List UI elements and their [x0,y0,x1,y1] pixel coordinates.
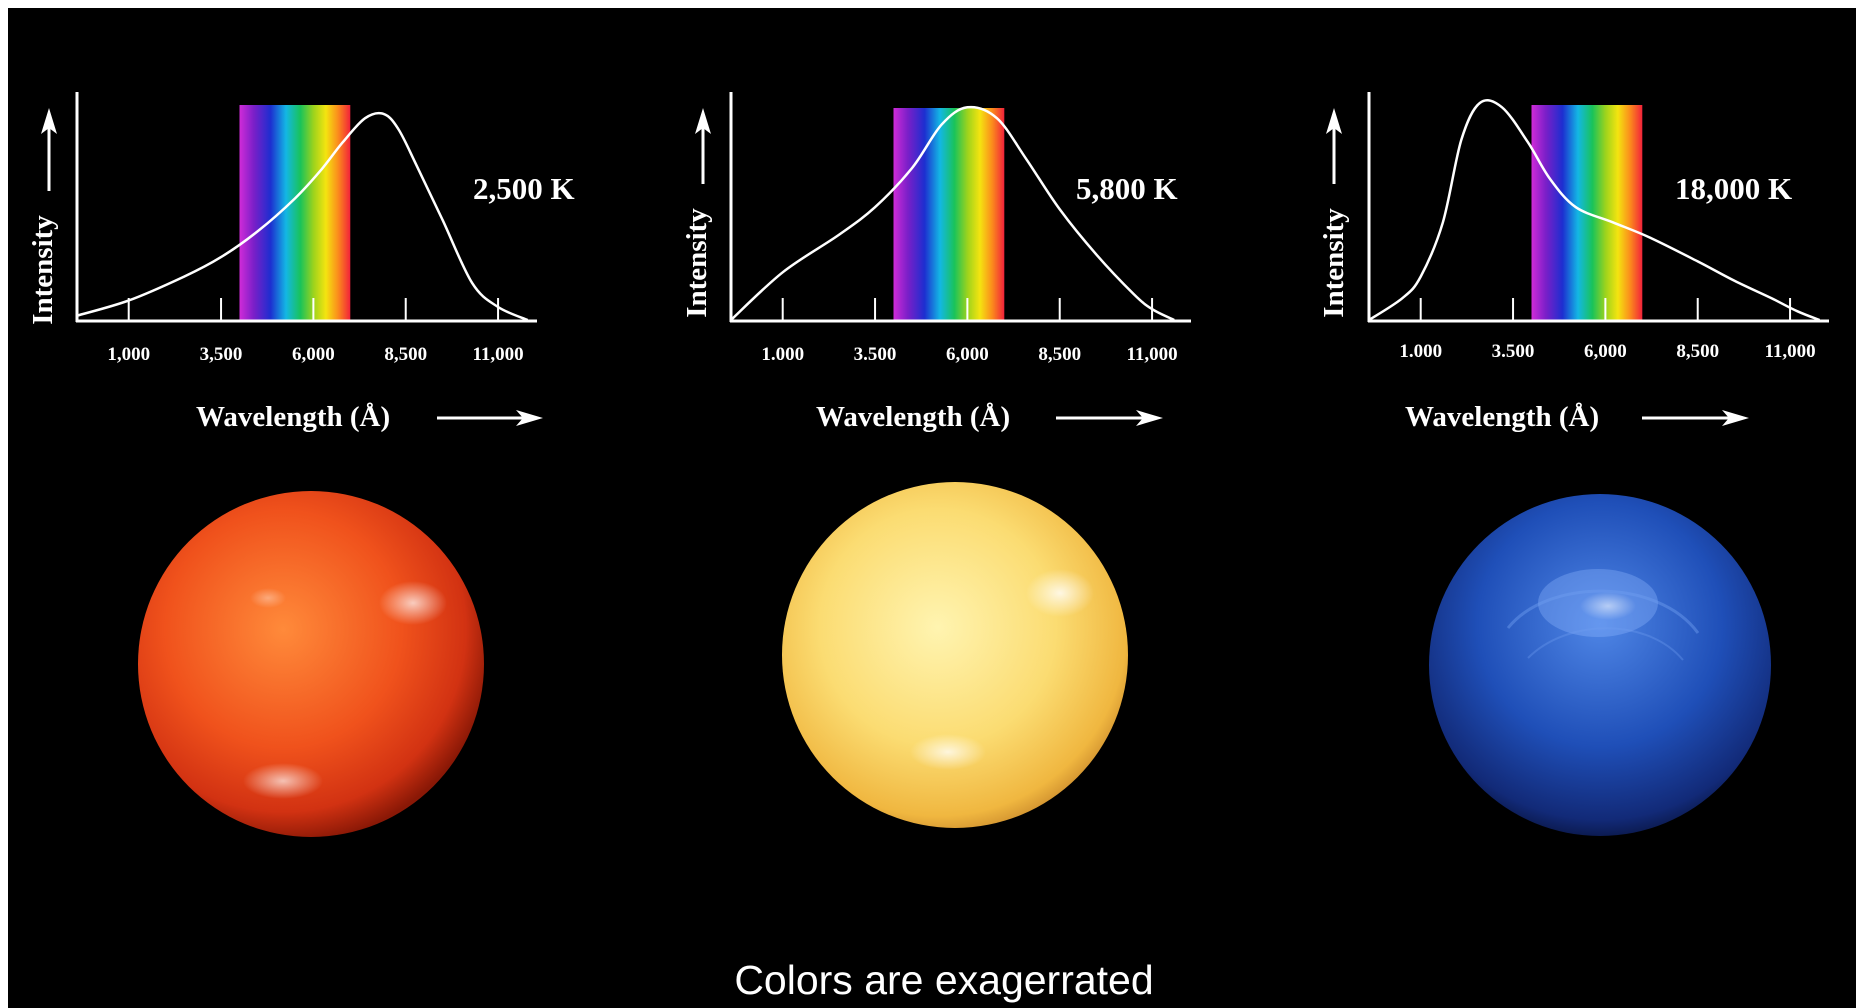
y-axis-arrow-icon [41,108,57,191]
figure-canvas: 1,000 3,500 6,000 8,500 11,000 2,500 K Inten… [27,92,1829,1003]
x-ticks [781,298,1154,321]
spectrum-panel-1: 1,000 3,500 6,000 8,500 11,000 2,500 K Inten… [27,92,575,433]
x-tick-label: 1,000 [107,344,150,365]
y-axis-title: Intensity [681,208,713,318]
x-tick-labels: 1,000 3,500 6,000 8,500 11,000 [107,344,523,365]
intensity-curve [76,111,529,322]
x-ticks [127,298,500,321]
star-yellow [782,482,1128,828]
x-tick-label: 8,500 [1676,341,1719,362]
x-tick-label: 6,000 [292,344,335,365]
x-axis-label: Wavelength (Å) [816,401,1010,433]
y-axis-arrow-icon [1326,108,1342,184]
x-tick-label: 11,000 [1764,341,1815,362]
temperature-label: 18,000 K [1675,171,1792,206]
intensity-curve [1368,99,1821,322]
x-tick-label: 6,000 [946,344,989,365]
caption: Colors are exagerrated [734,957,1153,1003]
x-tick-label: 1.000 [1399,341,1442,362]
x-tick-label: 8,500 [384,344,427,365]
spectrum-panel-3: 1.000 3.500 6,000 8,500 11,000 18,000 K Inte… [1318,92,1829,433]
visible-spectrum-band [893,108,1005,320]
y-axis-label: Intensity [27,215,59,325]
x-axis-arrow-icon [1056,410,1163,426]
x-tick-label: 8,500 [1038,344,1081,365]
x-axis-label: Wavelength (Å) [196,401,390,433]
temperature-label: 2,500 K [473,171,575,206]
x-tick-label: 11,000 [1126,344,1177,365]
x-axis-arrow-icon [1642,410,1749,426]
temperature-label: 5,800 K [1076,171,1178,206]
x-ticks [1419,298,1792,321]
x-tick-label: 3.500 [854,344,897,365]
x-axis-arrow-icon [437,410,543,426]
intensity-curve [730,105,1175,322]
spectrum-panel-2: 1.000 3.500 6,000 8,500 11,000 5,800 K Inten… [681,92,1191,433]
x-tick-label: 11,000 [472,344,523,365]
y-axis-arrow-icon [695,108,711,184]
x-tick-label: 3,500 [200,344,243,365]
x-tick-label: 3.500 [1492,341,1535,362]
y-axis-label: Intensity [681,208,713,318]
y-axis-label: Intensity [1318,208,1350,318]
x-tick-labels: 1.000 3.500 6,000 8,500 11,000 [761,344,1177,365]
x-tick-label: 1.000 [761,344,804,365]
visible-spectrum-band [239,105,351,320]
y-axis-title: Intensity [1318,208,1350,318]
x-axis-label: Wavelength (Å) [1405,401,1599,433]
star-blue [1429,494,1771,836]
x-tick-labels: 1.000 3.500 6,000 8,500 11,000 [1399,341,1815,362]
figure-panel: 1,000 3,500 6,000 8,500 11,000 2,500 K Inten… [8,8,1856,1008]
x-tick-label: 6,000 [1584,341,1627,362]
star-red [138,491,484,837]
y-axis-title: Intensity [27,215,59,325]
